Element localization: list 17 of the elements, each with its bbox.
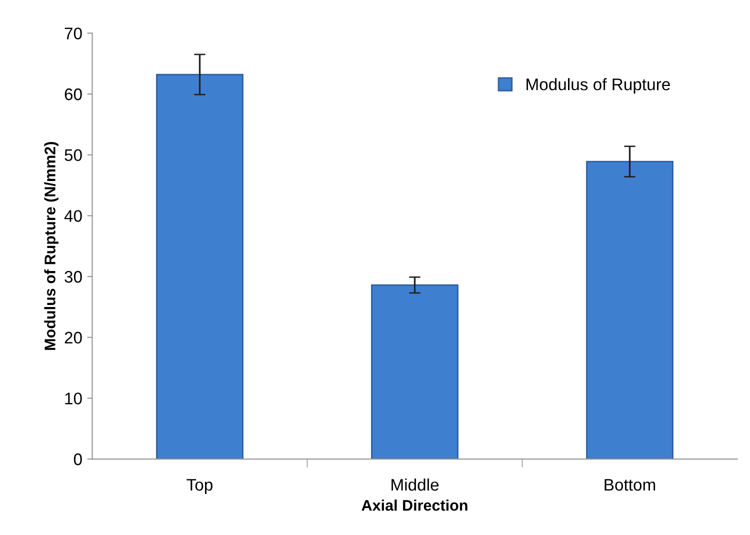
y-tick-label: 70 (64, 28, 82, 40)
x-axis-title: Axial Direction (362, 500, 468, 511)
y-tick-label: 30 (64, 270, 82, 283)
y-tick-label: 60 (64, 88, 82, 100)
y-tick-label: 0 (74, 453, 82, 466)
y-tick-label: 40 (64, 210, 82, 222)
x-tick-label: Middle (392, 478, 439, 491)
y-tick-label: 10 (65, 392, 82, 404)
bar (156, 74, 244, 460)
x-tick-label: Top (186, 479, 212, 494)
legend-label: Modulus of Rupture (526, 78, 670, 94)
bar (586, 160, 674, 460)
y-tick-label: 20 (64, 332, 82, 344)
x-tick-label: Bottom (604, 479, 656, 491)
y-tick-label: 50 (64, 149, 82, 162)
bar (371, 284, 458, 460)
y-axis-title: Modulus of Rupture (N/mm2) (44, 142, 58, 350)
